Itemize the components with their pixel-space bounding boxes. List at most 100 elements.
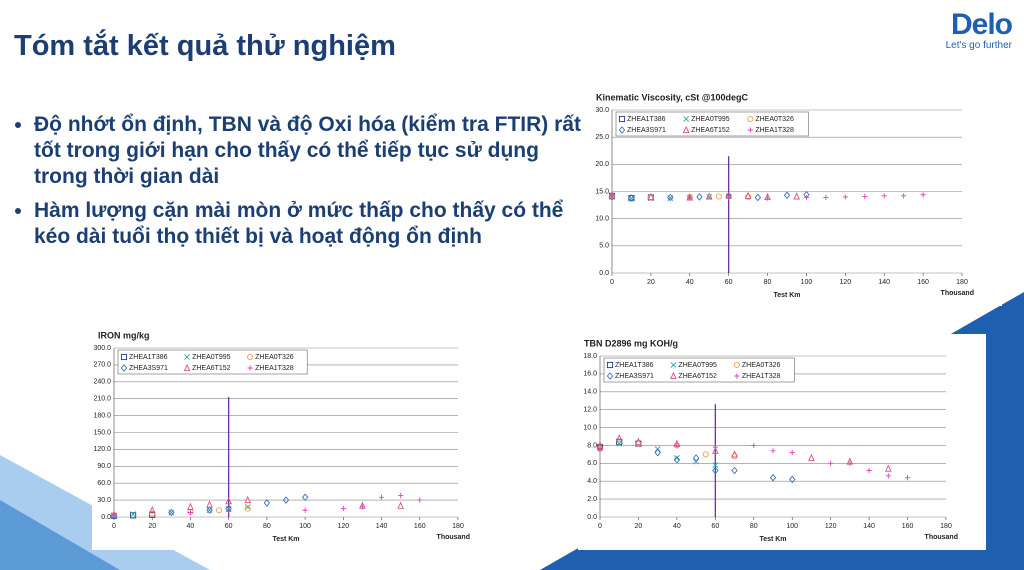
legend-label: ZHEA6T152: [192, 365, 231, 372]
point: [885, 464, 892, 472]
point: [635, 437, 642, 445]
y-tick-label: 25.0: [595, 134, 609, 141]
y-tick-label: 0.0: [599, 270, 609, 277]
legend-marker: [670, 371, 677, 380]
y-tick-label: 4.0: [587, 478, 597, 485]
legend-label: ZHEA6T152: [678, 373, 717, 380]
x-tick-label: 160: [414, 523, 426, 530]
point: [282, 496, 290, 504]
x-tick-label: 0: [610, 279, 614, 286]
y-tick-label: 15.0: [595, 188, 609, 195]
slide-title: Tóm tắt kết quả thử nghiệm: [14, 30, 396, 62]
logo-tagline: Let's go further: [945, 40, 1012, 51]
point: [244, 503, 251, 510]
point: [712, 466, 719, 475]
point: [687, 195, 693, 201]
legend-label: ZHEA0T326: [255, 354, 294, 361]
y-tick-label: 10.0: [595, 216, 609, 223]
y-tick-label: 8.0: [587, 442, 597, 449]
point: [754, 193, 762, 202]
legend-marker: [682, 125, 690, 134]
legend-label: ZHEA0T326: [755, 116, 794, 123]
legend: [117, 349, 308, 375]
point: [881, 193, 887, 199]
legend: [603, 357, 795, 383]
point: [148, 506, 156, 514]
point: [168, 508, 175, 517]
y-tick-label: 300.0: [93, 345, 111, 352]
y-tick-label: 10.0: [583, 424, 597, 431]
x-tick-label: 140: [376, 523, 388, 530]
point: [216, 507, 223, 514]
x-tick-label: 180: [940, 523, 952, 530]
legend-marker: [606, 361, 614, 369]
point: [769, 473, 777, 482]
legend-label: ZHEA0T995: [678, 362, 717, 369]
legend-label: ZHEA0T326: [742, 362, 781, 369]
y-tick-label: 6.0: [587, 460, 597, 467]
legend-label: ZHEA1T328: [255, 365, 294, 372]
point: [674, 442, 680, 449]
point: [770, 448, 776, 454]
y-tick-label: 180.0: [93, 412, 111, 419]
point: [705, 192, 713, 200]
x-tick-label: 40: [673, 523, 681, 530]
x-axis-unit: Thousand: [925, 534, 958, 541]
x-tick-label: 20: [635, 523, 643, 530]
point: [378, 494, 385, 500]
x-tick-label: 60: [225, 523, 233, 530]
x-axis-unit: Thousand: [437, 534, 470, 541]
y-tick-label: 14.0: [583, 389, 597, 396]
legend-marker: [747, 127, 753, 133]
y-tick-label: 30.0: [595, 107, 609, 114]
point: [616, 438, 623, 445]
point: [647, 192, 655, 200]
chart-title: TBN D2896 mg KOH/g: [584, 338, 678, 348]
point: [244, 505, 251, 512]
bullet: Hàm lượng cặn mài mòn ở mức thấp cho thấ…: [34, 198, 594, 250]
point: [301, 493, 309, 502]
x-tick-label: 180: [956, 279, 968, 286]
x-tick-label: 60: [725, 279, 733, 286]
point: [302, 507, 308, 513]
legend-label: ZHEA1T386: [615, 362, 654, 369]
point: [828, 460, 834, 466]
y-tick-label: 90.0: [97, 463, 111, 470]
decor-mid: [0, 500, 120, 570]
point: [789, 475, 796, 484]
y-tick-label: 20.0: [595, 161, 609, 168]
logo: Delo Let's go further: [945, 10, 1013, 52]
x-tick-label: 40: [187, 523, 195, 530]
point: [901, 193, 907, 199]
point: [206, 500, 213, 508]
x-axis-label: Test Km: [759, 536, 786, 543]
point: [597, 446, 603, 452]
x-tick-label: 180: [452, 523, 464, 530]
legend-label: ZHEA1T386: [627, 116, 666, 123]
legend-marker: [683, 116, 690, 122]
y-tick-label: 30.0: [97, 497, 111, 504]
point: [808, 453, 815, 462]
y-tick-label: 270.0: [93, 362, 111, 369]
point: [149, 510, 156, 517]
point: [263, 499, 271, 507]
point: [130, 511, 137, 518]
point: [712, 462, 719, 469]
point: [226, 508, 232, 514]
x-tick-label: 140: [878, 279, 890, 286]
legend-marker: [734, 373, 740, 379]
x-axis-unit: Thousand: [941, 290, 974, 297]
x-tick-label: 60: [711, 523, 719, 530]
y-tick-label: 2.0: [587, 496, 597, 503]
point: [904, 475, 911, 481]
x-tick-label: 0: [112, 523, 116, 530]
point: [712, 446, 719, 454]
legend-label: ZHEA3S971: [129, 365, 168, 372]
chart-title: IRON mg/kg: [98, 330, 150, 340]
point: [862, 193, 868, 199]
legend-marker: [120, 364, 128, 372]
point: [745, 193, 752, 200]
point: [187, 502, 194, 510]
point: [225, 497, 232, 505]
